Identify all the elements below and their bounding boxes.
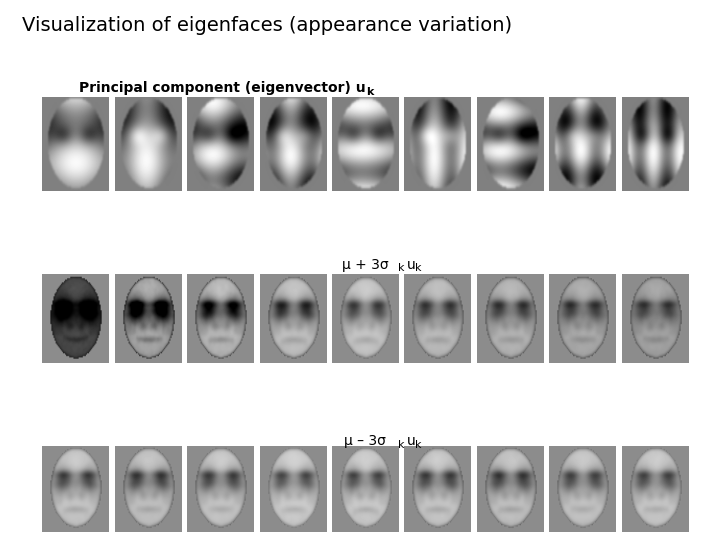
Text: k: k bbox=[397, 264, 405, 273]
Text: k: k bbox=[415, 264, 422, 273]
Text: μ + 3σ: μ + 3σ bbox=[342, 258, 389, 272]
Text: Visualization of eigenfaces (appearance variation): Visualization of eigenfaces (appearance … bbox=[22, 16, 512, 35]
Text: μ – 3σ: μ – 3σ bbox=[344, 434, 387, 448]
Text: k: k bbox=[397, 440, 405, 450]
Text: u: u bbox=[406, 434, 415, 448]
Text: Principal component (eigenvector) u: Principal component (eigenvector) u bbox=[78, 81, 365, 94]
Text: u: u bbox=[406, 258, 415, 272]
Text: k: k bbox=[415, 440, 422, 450]
Text: k: k bbox=[366, 86, 374, 97]
